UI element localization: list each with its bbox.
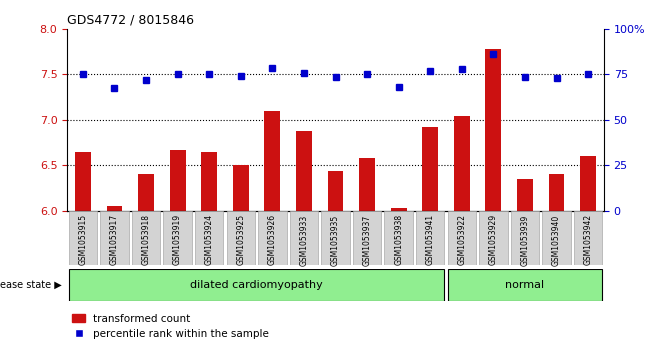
Text: GSM1053937: GSM1053937	[362, 214, 372, 266]
Bar	[132, 211, 160, 265]
Bar	[227, 211, 255, 265]
Text: GSM1053933: GSM1053933	[299, 214, 309, 266]
Text: dilated cardiomyopathy: dilated cardiomyopathy	[190, 280, 323, 290]
Bar	[68, 211, 97, 265]
Bar	[327, 171, 344, 211]
Bar	[391, 208, 407, 211]
Text: GSM1053941: GSM1053941	[425, 214, 435, 265]
Bar	[68, 269, 444, 301]
Text: disease state ▶: disease state ▶	[0, 280, 62, 290]
Bar	[290, 211, 318, 265]
Text: GSM1053926: GSM1053926	[268, 214, 277, 265]
Text: GSM1053918: GSM1053918	[142, 214, 150, 265]
Bar	[359, 158, 375, 211]
Bar	[384, 211, 413, 265]
Bar	[479, 211, 507, 265]
Text: GSM1053938: GSM1053938	[394, 214, 403, 265]
Bar	[448, 211, 476, 265]
Text: GSM1053929: GSM1053929	[489, 214, 498, 265]
Text: GSM1053924: GSM1053924	[205, 214, 213, 265]
Bar	[75, 151, 91, 211]
Bar	[233, 165, 249, 211]
Bar	[517, 179, 533, 211]
Bar	[549, 174, 564, 211]
Text: GSM1053917: GSM1053917	[110, 214, 119, 265]
Text: GSM1053935: GSM1053935	[331, 214, 340, 266]
Text: GSM1053940: GSM1053940	[552, 214, 561, 266]
Text: normal: normal	[505, 280, 545, 290]
Bar	[264, 111, 280, 211]
Bar	[296, 131, 312, 211]
Text: GDS4772 / 8015846: GDS4772 / 8015846	[67, 13, 194, 26]
Text: GSM1053925: GSM1053925	[236, 214, 246, 265]
Bar	[542, 211, 571, 265]
Bar	[574, 211, 603, 265]
Bar	[511, 211, 539, 265]
Bar	[170, 150, 185, 211]
Bar	[138, 174, 154, 211]
Bar	[258, 211, 287, 265]
Bar	[580, 156, 596, 211]
Bar	[454, 116, 470, 211]
Text: GSM1053915: GSM1053915	[79, 214, 87, 265]
Text: GSM1053922: GSM1053922	[458, 214, 466, 265]
Bar	[195, 211, 223, 265]
Bar	[486, 49, 501, 211]
Bar	[201, 152, 217, 211]
Bar	[448, 269, 603, 301]
Bar	[107, 206, 122, 211]
Bar	[321, 211, 350, 265]
Bar	[353, 211, 381, 265]
Bar	[100, 211, 129, 265]
Bar	[416, 211, 444, 265]
Legend: transformed count, percentile rank within the sample: transformed count, percentile rank withi…	[72, 314, 269, 339]
Text: GSM1053942: GSM1053942	[584, 214, 592, 265]
Bar	[422, 127, 438, 211]
Bar	[164, 211, 192, 265]
Text: GSM1053939: GSM1053939	[521, 214, 529, 266]
Text: GSM1053919: GSM1053919	[173, 214, 182, 265]
